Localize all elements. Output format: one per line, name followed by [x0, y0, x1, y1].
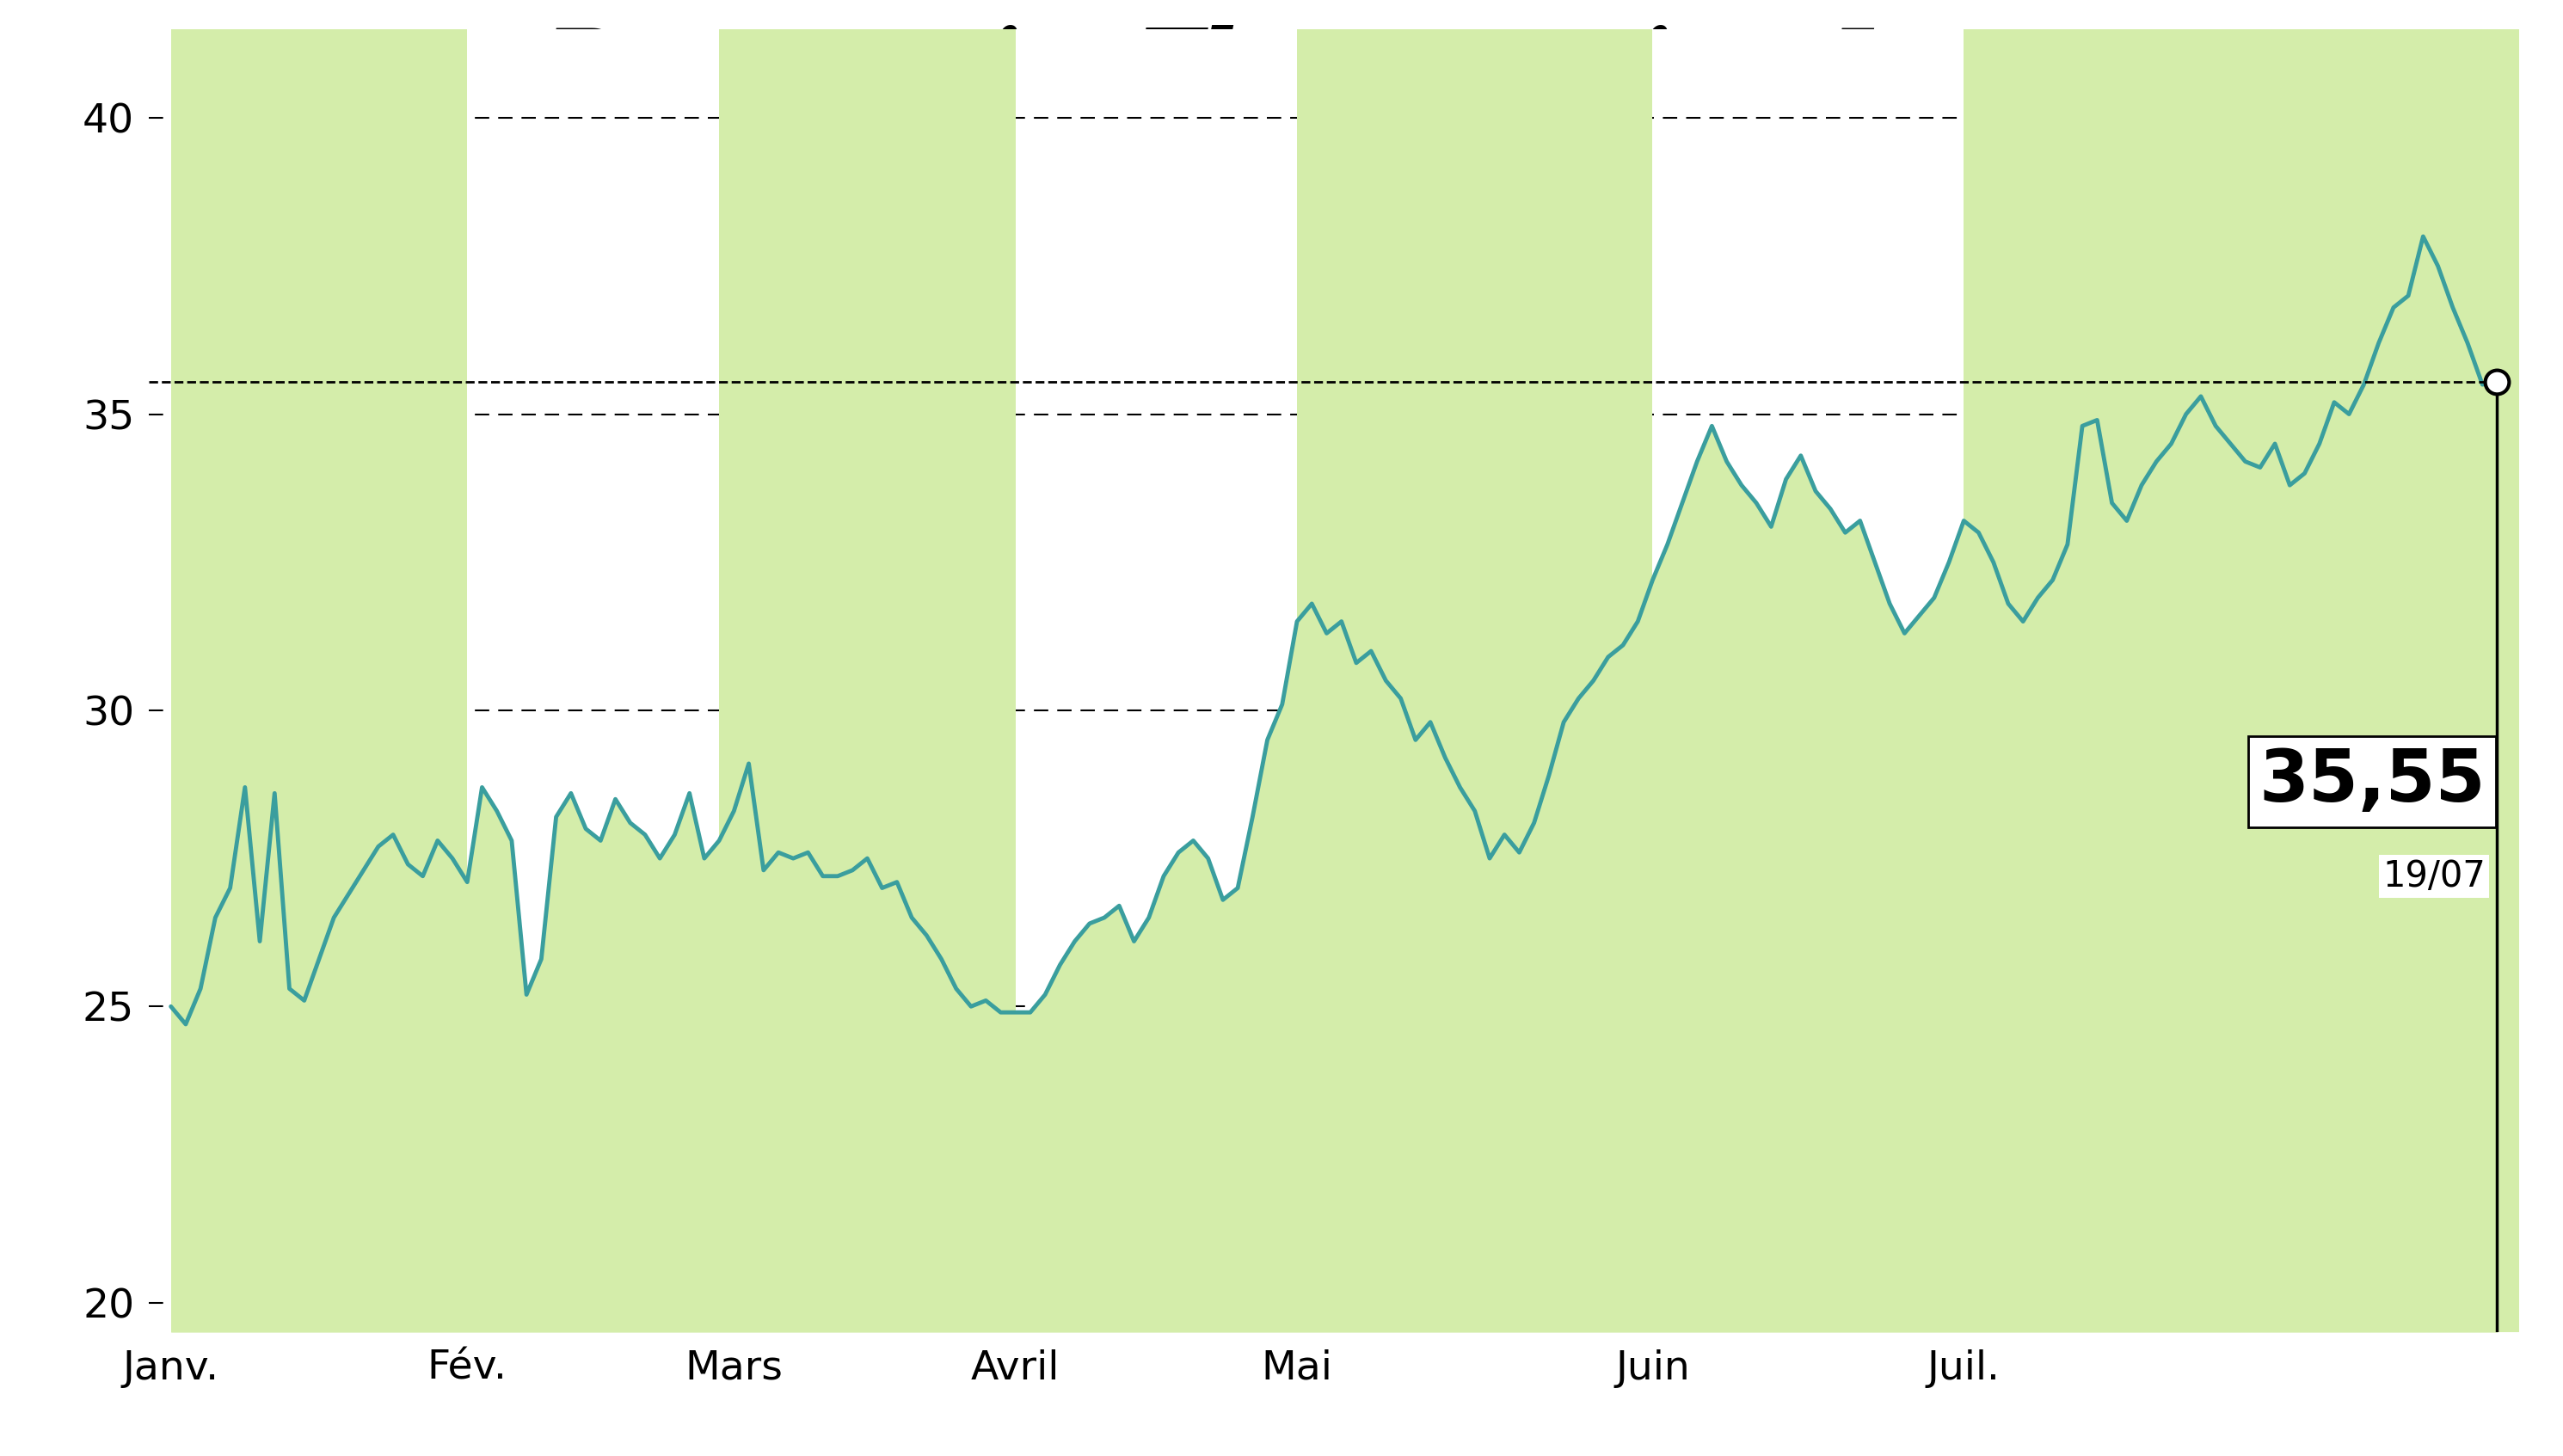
Bar — [1963, 29, 2527, 1332]
Text: Protagonist Therapeutics, Inc.: Protagonist Therapeutics, Inc. — [546, 25, 2017, 109]
Bar — [720, 29, 1015, 1332]
Bar — [1297, 29, 1653, 1332]
Bar — [172, 29, 466, 1332]
Text: 35,55: 35,55 — [2258, 747, 2486, 817]
Text: 19/07: 19/07 — [2384, 858, 2486, 894]
